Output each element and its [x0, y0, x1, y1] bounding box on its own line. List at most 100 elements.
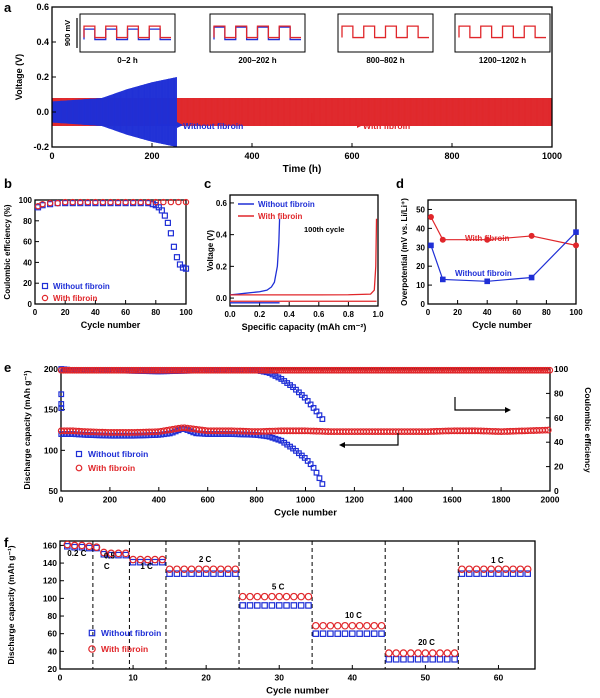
inset-label: 0–2 h: [117, 56, 138, 65]
with-fibroin-ce-point: [167, 366, 175, 374]
with-fibroin-point: [224, 565, 232, 574]
with-fibroin-ce-point: [205, 366, 213, 374]
with-fibroin-ce-point: [220, 366, 228, 374]
with-fibroin-point: [304, 592, 313, 601]
with-fibroin-point: [63, 540, 72, 549]
with-fibroin-point: [436, 649, 444, 657]
with-fibroin-ce-point: [121, 366, 129, 374]
with-fibroin-point: [450, 649, 459, 657]
legend-with-fibroin-label: With fibroin: [88, 463, 135, 473]
with-fibroin-point: [70, 541, 79, 550]
with-fibroin-ce-point: [341, 366, 349, 374]
rate-label: 1 C: [491, 556, 504, 565]
x-axis-label: Specific capacity (mAh cm⁻²): [242, 322, 367, 332]
with-fibroin-ce-point: [242, 366, 250, 374]
without-fibroin-point: [400, 655, 407, 663]
with-fibroin-ce-point: [440, 366, 448, 374]
with-fibroin-ce-point: [504, 366, 512, 374]
with-fibroin-ce-point: [88, 366, 96, 374]
x-tick-label: 60: [512, 308, 521, 317]
with-fibroin-ce-point: [500, 366, 507, 374]
x-axis-label: Cycle number: [81, 320, 141, 330]
with-fibroin-point: [100, 548, 108, 557]
without-fibroin-point: [385, 655, 393, 663]
with-fibroin-ce-point: [207, 366, 215, 374]
with-fibroin-point: [427, 214, 434, 221]
without-fibroin-capacity-point: [272, 435, 279, 442]
with-fibroin-ce-point: [163, 366, 171, 374]
without-fibroin-point: [349, 630, 356, 637]
with-fibroin-point: [494, 565, 503, 574]
with-fibroin-ce-point: [315, 366, 323, 374]
without-fibroin-outlier: [58, 391, 65, 398]
with-fibroin-ce-point: [365, 366, 373, 374]
with-fibroin-ce-point: [288, 366, 296, 374]
with-fibroin-ce-point: [379, 366, 386, 374]
with-fibroin-point: [92, 198, 99, 206]
without-fibroin-capacity-point: [310, 464, 317, 471]
y-tick-label: 0.4: [36, 37, 49, 47]
y-tick-label: 160: [43, 540, 57, 550]
x-tick-label: 0: [49, 151, 54, 161]
with-fibroin-ce-point: [233, 366, 241, 374]
without-fibroin-point: [436, 655, 444, 663]
without-fibroin-point: [182, 265, 190, 272]
without-fibroin-point: [290, 602, 298, 609]
y-tick-label: -0.2: [33, 142, 49, 152]
with-fibroin-ce-point: [194, 366, 202, 374]
y-tick-label: 0.2: [216, 262, 228, 271]
with-fibroin-ce-point: [68, 366, 76, 374]
with-fibroin-point: [528, 232, 535, 239]
with-fibroin-ce-point: [376, 366, 384, 374]
with-fibroin-capacity-point: [541, 426, 549, 434]
without-fibroin-point: [378, 630, 385, 637]
with-fibroin-ce-point: [368, 366, 375, 374]
without-fibroin-point: [202, 570, 210, 577]
with-fibroin-ce-point: [185, 366, 193, 374]
with-fibroin-ce-point: [282, 366, 290, 374]
with-fibroin-ce-point: [178, 366, 186, 374]
with-fibroin-ce-point: [271, 366, 279, 374]
x-tick-label: 1200: [345, 495, 364, 505]
with-fibroin-ce-point: [332, 366, 340, 374]
with-fibroin-ce-point: [451, 366, 459, 374]
y-tick-label: 0.4: [216, 231, 228, 240]
with-fibroin-ce-point: [350, 366, 358, 374]
with-fibroin-ce-point: [328, 366, 336, 374]
with-fibroin-ce-point: [57, 366, 65, 374]
with-fibroin-ce-point: [130, 366, 138, 374]
with-fibroin-ce-point: [339, 366, 347, 374]
with-fibroin-ce-point: [508, 366, 516, 374]
with-fibroin-point: [143, 555, 152, 564]
with-fibroin-point: [326, 621, 335, 630]
with-fibroin-ce-point: [491, 366, 499, 374]
rate-label: 20 C: [418, 638, 435, 647]
without-fibroin-ce-point: [313, 408, 320, 415]
with-fibroin-ce-point: [258, 366, 265, 374]
without-fibroin-point: [239, 602, 246, 609]
with-fibroin-ce-point: [524, 366, 532, 374]
panel-letter: b: [4, 176, 12, 191]
with-fibroin-point: [151, 555, 159, 564]
with-fibroin-point: [428, 649, 437, 657]
with-fibroin-ce-point: [150, 366, 158, 374]
without-fibroin-point: [458, 570, 466, 577]
with-fibroin-ce-point: [196, 366, 204, 374]
legend-with-fibroin-marker: [75, 464, 83, 472]
with-fibroin-ce-point: [405, 366, 413, 374]
with-fibroin-ce-point: [513, 366, 521, 374]
x-tick-label: 80: [151, 308, 160, 317]
with-fibroin-ce-point: [407, 366, 415, 374]
x-tick-label: 0: [59, 495, 64, 505]
without-fibroin-point: [254, 602, 261, 609]
rate-label: 5 C: [272, 583, 285, 592]
x-tick-label: 600: [201, 495, 215, 505]
with-fibroin-ce-point: [174, 366, 182, 374]
panel-letter: d: [396, 176, 404, 191]
without-fibroin-outlier: [58, 401, 65, 407]
x-tick-label: 0.0: [224, 310, 236, 319]
with-fibroin-ce-point: [423, 366, 430, 374]
with-fibroin-ce-point: [519, 366, 527, 374]
with-fibroin-point: [406, 649, 415, 657]
with-fibroin-ce-point: [86, 366, 94, 374]
